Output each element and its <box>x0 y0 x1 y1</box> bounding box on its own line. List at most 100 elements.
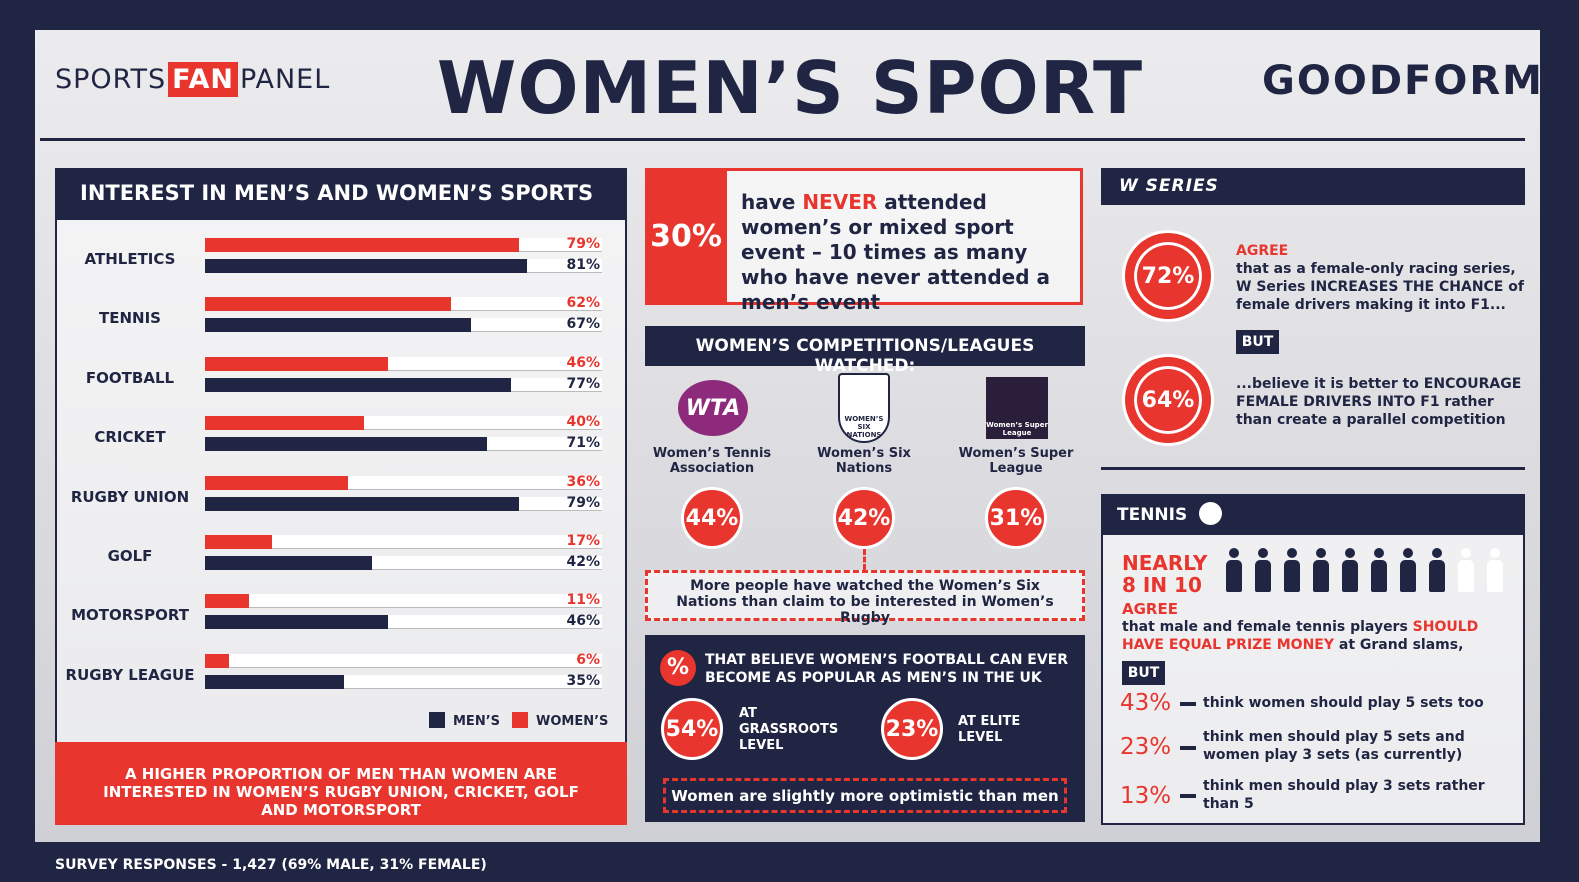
text: that male and female tennis players <box>1122 619 1413 635</box>
agree: AGREE <box>1122 600 1178 618</box>
icon: % <box>660 650 696 686</box>
title: WOMEN’S SPORT <box>436 46 1144 130</box>
stat-value: 30% <box>645 168 727 305</box>
category-label: GOLF <box>107 547 153 565</box>
football-note: Women are slightly more optimistic than … <box>663 778 1067 813</box>
value-label: 42% <box>566 554 600 570</box>
bar <box>205 594 249 609</box>
chart-note: A HIGHER PROPORTION OF MEN THAN WOMEN AR… <box>55 742 627 825</box>
bar <box>205 416 364 431</box>
football-title: THAT BELIEVE WOMEN’S FOOTBALL CAN EVER B… <box>705 652 1069 686</box>
bar-track <box>205 594 602 609</box>
people-icons <box>1224 548 1514 596</box>
ball-icon <box>1199 502 1222 525</box>
statement: that male and female tennis players SHOU… <box>1122 618 1512 654</box>
bar <box>205 437 487 452</box>
w-series-text: AGREE that as a female-only racing series… <box>1236 242 1526 314</box>
logo-text: SPORTS <box>55 64 167 95</box>
legend-swatch <box>512 712 528 728</box>
text: 8 IN 10 <box>1122 573 1202 597</box>
football-label: AT ELITE LEVEL <box>958 714 1021 745</box>
league-name: Women’s Super League <box>958 446 1074 476</box>
text: NEARLY <box>1122 551 1208 575</box>
logo: WTA <box>678 380 748 436</box>
chart-panel <box>55 168 627 825</box>
value-label: 62% <box>566 295 600 312</box>
option-text: think men should play 3 sets rather than… <box>1203 778 1485 812</box>
bar <box>205 259 527 273</box>
text: have <box>741 190 803 214</box>
text: that as a female-only racing series, W S… <box>1236 261 1524 313</box>
bar-track <box>205 653 602 668</box>
option-value: 23% <box>1120 734 1172 760</box>
option-text: think women should play 5 sets too <box>1203 695 1484 711</box>
text: attended women’s or mixed sport event – … <box>741 190 1051 314</box>
category-label: CRICKET <box>94 428 166 447</box>
category-label: RUGBY LEAGUE <box>65 665 195 684</box>
value-label: 77% <box>566 375 600 392</box>
chart: ATHLETICS 79% 81% TENNIS 62% 67% FOOTBALL 46% 77… <box>55 220 627 742</box>
bar <box>205 535 273 549</box>
value-label: 17% <box>566 533 600 549</box>
value-label: 35% <box>566 672 600 689</box>
bar <box>205 475 348 490</box>
section-title: WOMEN’S COMPETITIONS/LEAGUES WATCHED: <box>645 326 1085 376</box>
bar <box>205 297 452 312</box>
text: NEVER <box>802 190 878 214</box>
bar <box>205 238 519 252</box>
w-series-text: ...believe it is better to ENCOURAGE FEM… <box>1236 376 1522 428</box>
chart-title: INTEREST IN MEN’S AND WOMEN’S SPORTS <box>55 168 627 220</box>
league-name: Women’s Tennis Association <box>652 446 772 476</box>
connector <box>863 549 866 570</box>
logo-left: SPORTS FAN PANEL <box>55 62 330 97</box>
value-label: 71% <box>566 435 600 452</box>
legend-label: WOMEN’S <box>536 714 609 729</box>
logo-text: FAN <box>168 62 238 97</box>
tennis-panel <box>1101 494 1525 825</box>
option-text: think men should play 5 sets and women p… <box>1203 729 1465 763</box>
category-label: TENNIS <box>99 309 161 328</box>
value-label: 79% <box>566 494 600 511</box>
legend-swatch <box>429 712 445 728</box>
value-label: 46% <box>566 613 600 630</box>
category-label: ATHLETICS <box>84 250 176 268</box>
bar <box>205 674 344 689</box>
league-value: 31% <box>985 487 1047 549</box>
value-label: 40% <box>566 414 600 431</box>
league-value: 44% <box>681 487 743 549</box>
bar <box>205 356 388 371</box>
football-value: 54% <box>661 698 723 760</box>
headline: NEARLY 8 IN 10 <box>1122 552 1207 596</box>
logo: WOMEN’S SIX NATIONS <box>838 373 890 443</box>
ring: 72% <box>1125 233 1211 319</box>
but: BUT <box>1236 330 1279 354</box>
bar-track <box>205 535 602 549</box>
stat-text: have NEVER attended women’s or mixed spo… <box>741 190 1076 315</box>
bar <box>205 653 229 668</box>
legend-label: MEN’S <box>453 714 500 729</box>
value-label: 36% <box>566 473 600 490</box>
football-value: 23% <box>881 698 943 760</box>
divider <box>1101 467 1525 470</box>
football-label: AT GRASSROOTS LEVEL <box>739 706 839 753</box>
bar <box>205 318 471 333</box>
league-note: More people have watched the Women’s Six… <box>645 570 1085 626</box>
option-value: 43% <box>1120 690 1172 716</box>
category-label: RUGBY UNION <box>70 487 190 506</box>
ring: 64% <box>1125 357 1211 443</box>
category-label: MOTORSPORT <box>71 606 189 625</box>
dash <box>1180 746 1196 750</box>
dash <box>1180 794 1196 798</box>
value-label: 67% <box>566 316 600 333</box>
footer: SURVEY RESPONSES - 1,427 (69% MALE, 31% … <box>55 857 487 873</box>
bar <box>205 556 372 570</box>
option-value: 13% <box>1120 783 1172 809</box>
value-label: 6% <box>576 651 600 668</box>
tennis-title: TENNIS <box>1101 494 1525 535</box>
category-label: FOOTBALL <box>85 368 175 387</box>
value-label: 46% <box>566 354 600 371</box>
bar <box>205 496 519 511</box>
text: AGREE <box>1236 243 1289 259</box>
league-name: Women’s Six Nations <box>817 446 911 476</box>
